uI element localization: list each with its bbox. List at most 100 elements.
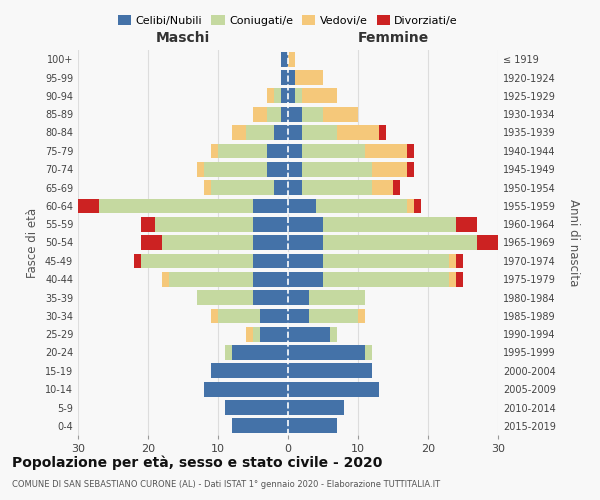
- Bar: [414, 198, 421, 213]
- Bar: [393, 180, 400, 195]
- Bar: [169, 272, 253, 286]
- Bar: [218, 144, 267, 158]
- Bar: [337, 125, 379, 140]
- Bar: [267, 107, 281, 122]
- Bar: [288, 254, 323, 268]
- Bar: [316, 198, 407, 213]
- Bar: [379, 125, 386, 140]
- Bar: [281, 70, 288, 85]
- Bar: [225, 345, 232, 360]
- Bar: [253, 235, 288, 250]
- Bar: [288, 308, 309, 323]
- Bar: [323, 272, 449, 286]
- Bar: [232, 418, 288, 433]
- Text: Femmine: Femmine: [358, 30, 428, 44]
- Bar: [288, 70, 295, 85]
- Bar: [288, 198, 316, 213]
- Bar: [288, 217, 323, 232]
- Bar: [162, 272, 169, 286]
- Bar: [155, 217, 253, 232]
- Bar: [225, 400, 288, 415]
- Bar: [204, 162, 267, 176]
- Bar: [407, 162, 414, 176]
- Bar: [162, 235, 253, 250]
- Bar: [477, 235, 505, 250]
- Y-axis label: Anni di nascita: Anni di nascita: [567, 199, 580, 286]
- Bar: [295, 88, 302, 103]
- Bar: [295, 70, 323, 85]
- Bar: [288, 382, 379, 396]
- Bar: [246, 125, 274, 140]
- Bar: [330, 327, 337, 342]
- Bar: [456, 272, 463, 286]
- Bar: [288, 345, 365, 360]
- Bar: [302, 88, 337, 103]
- Bar: [253, 217, 288, 232]
- Bar: [78, 198, 99, 213]
- Bar: [288, 180, 302, 195]
- Bar: [281, 107, 288, 122]
- Bar: [407, 198, 414, 213]
- Bar: [260, 308, 288, 323]
- Y-axis label: Fasce di età: Fasce di età: [26, 208, 39, 278]
- Bar: [309, 290, 365, 305]
- Legend: Celibi/Nubili, Coniugati/e, Vedovi/e, Divorziati/e: Celibi/Nubili, Coniugati/e, Vedovi/e, Di…: [113, 10, 463, 30]
- Text: Maschi: Maschi: [156, 30, 210, 44]
- Bar: [211, 180, 274, 195]
- Bar: [288, 52, 295, 66]
- Bar: [323, 235, 477, 250]
- Bar: [218, 308, 260, 323]
- Bar: [274, 125, 288, 140]
- Bar: [302, 180, 372, 195]
- Bar: [197, 162, 204, 176]
- Bar: [407, 144, 414, 158]
- Bar: [288, 400, 344, 415]
- Bar: [267, 88, 274, 103]
- Bar: [274, 88, 281, 103]
- Bar: [302, 107, 323, 122]
- Bar: [288, 290, 309, 305]
- Bar: [288, 162, 302, 176]
- Bar: [232, 345, 288, 360]
- Text: Popolazione per età, sesso e stato civile - 2020: Popolazione per età, sesso e stato civil…: [12, 455, 382, 469]
- Bar: [449, 254, 456, 268]
- Bar: [449, 272, 456, 286]
- Bar: [288, 418, 337, 433]
- Bar: [253, 272, 288, 286]
- Bar: [253, 107, 267, 122]
- Bar: [260, 327, 288, 342]
- Bar: [281, 88, 288, 103]
- Bar: [134, 254, 141, 268]
- Bar: [267, 162, 288, 176]
- Bar: [456, 254, 463, 268]
- Bar: [253, 290, 288, 305]
- Bar: [288, 272, 323, 286]
- Bar: [197, 290, 253, 305]
- Bar: [288, 125, 302, 140]
- Bar: [456, 217, 477, 232]
- Bar: [211, 308, 218, 323]
- Bar: [274, 180, 288, 195]
- Bar: [288, 144, 302, 158]
- Text: COMUNE DI SAN SEBASTIANO CURONE (AL) - Dati ISTAT 1° gennaio 2020 - Elaborazione: COMUNE DI SAN SEBASTIANO CURONE (AL) - D…: [12, 480, 440, 489]
- Bar: [288, 235, 323, 250]
- Bar: [302, 144, 365, 158]
- Bar: [302, 125, 337, 140]
- Bar: [309, 308, 358, 323]
- Bar: [323, 254, 449, 268]
- Bar: [365, 144, 407, 158]
- Bar: [288, 88, 295, 103]
- Bar: [253, 254, 288, 268]
- Bar: [141, 217, 155, 232]
- Bar: [246, 327, 253, 342]
- Bar: [288, 327, 330, 342]
- Bar: [323, 217, 456, 232]
- Bar: [358, 308, 365, 323]
- Bar: [99, 198, 253, 213]
- Bar: [232, 125, 246, 140]
- Bar: [204, 180, 211, 195]
- Bar: [141, 254, 253, 268]
- Bar: [288, 364, 372, 378]
- Bar: [302, 162, 372, 176]
- Bar: [372, 180, 393, 195]
